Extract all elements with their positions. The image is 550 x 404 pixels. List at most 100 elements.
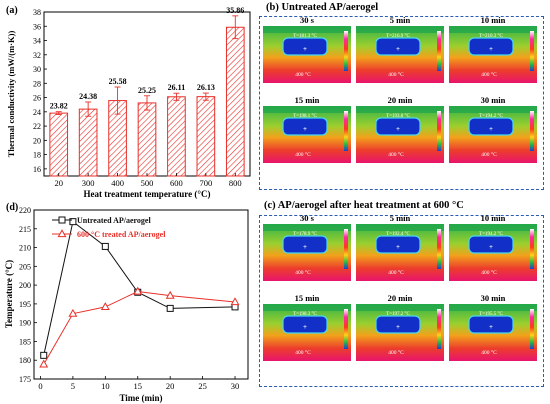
- thermal-tile: 10 min + T=194.2 °C 400 °C: [449, 213, 537, 281]
- y-tick-label: 220: [19, 206, 31, 215]
- color-scale-bar: [344, 229, 348, 269]
- panel-d-label: (d): [6, 202, 18, 213]
- y-tick-label: 34: [33, 37, 41, 46]
- plate-temperature-label: 400 °C: [481, 349, 497, 356]
- data-label: 25.58: [109, 77, 127, 86]
- color-scale-bar: [344, 309, 348, 349]
- color-scale-bar: [530, 229, 534, 269]
- data-label: 24.38: [79, 92, 97, 101]
- color-scale-bar: [437, 309, 441, 349]
- color-scale-bar: [530, 111, 534, 151]
- thermal-image-top: [356, 26, 444, 33]
- crosshair-icon: +: [396, 125, 400, 133]
- x-tick-label: 30: [231, 381, 240, 391]
- plate-temperature-label: 400 °C: [481, 151, 497, 158]
- x-tick-label: 600: [170, 178, 183, 188]
- y-tick-label: 24: [33, 108, 41, 117]
- x-tick-label: 800: [229, 178, 242, 188]
- thermal-tile: 5 min + T=216.9 °C 400 °C: [356, 15, 444, 83]
- temperature-readout: T=194.2 °C: [479, 114, 503, 119]
- thermal-tile: 15 min + T=198.3 °C 400 °C: [263, 293, 351, 361]
- panel-c-title: (c) AP/aerogel after heat treatment at 6…: [264, 200, 464, 211]
- x-tick-label: 5: [71, 381, 75, 391]
- time-label: 15 min: [295, 95, 320, 105]
- plate-temperature-label: 400 °C: [295, 269, 311, 276]
- y-tick-label: 32: [33, 51, 41, 60]
- time-label: 20 min: [388, 293, 413, 303]
- data-point: [133, 286, 143, 295]
- x-tick-label: 20: [54, 178, 63, 188]
- temperature-readout: T=210.3 °C: [479, 34, 503, 39]
- thermal-tile: 30 s + T=178.9 °C 400 °C: [263, 213, 351, 281]
- data-point: [68, 308, 78, 317]
- color-scale-bar: [344, 31, 348, 71]
- thermal-tile: 30 min + T=195.5 °C 400 °C: [449, 293, 537, 361]
- temperature-readout: T=197.2 °C: [386, 312, 410, 317]
- sample-crucible: [282, 117, 328, 136]
- thermal-image-top: [356, 106, 444, 113]
- crosshair-icon: +: [489, 323, 493, 331]
- temperature-readout: T=195.5 °C: [479, 312, 503, 317]
- x-tick-label: 20: [166, 381, 175, 391]
- thermal-image-top: [263, 224, 351, 231]
- y-tick-label: 210: [19, 244, 31, 253]
- data-point: [40, 351, 48, 359]
- sample-crucible: [282, 37, 328, 56]
- y-tick-label: 195: [19, 300, 31, 309]
- thermal-image-top: [449, 26, 537, 33]
- thermal-tile: 20 min + T=197.2 °C 400 °C: [356, 293, 444, 361]
- plate-temperature-label: 400 °C: [481, 269, 497, 276]
- temperature-readout: T=198.3 °C: [293, 312, 317, 317]
- plate-temperature-label: 400 °C: [388, 269, 404, 276]
- data-point: [69, 218, 77, 226]
- x-tick-label: 0: [38, 381, 42, 391]
- temperature-readout: T=194.2 °C: [479, 232, 503, 237]
- sample-crucible: [468, 37, 514, 56]
- data-point: [165, 290, 175, 299]
- thermal-conductivity-bar-chart: (a) 16 18 20 22 24 26 28 30 32 34 36 38 23.82 24.38 2…: [6, 5, 251, 199]
- temperature-readout: T=216.9 °C: [386, 34, 410, 39]
- temperature-readout: T=181.3 °C: [293, 34, 317, 39]
- time-label: 30 s: [300, 15, 315, 25]
- x-tick-label: 400: [111, 178, 124, 188]
- x-axis-title: Heat treatment temperature (°C): [84, 189, 211, 199]
- thermal-image-top: [263, 26, 351, 33]
- data-point: [100, 302, 110, 310]
- panel-b-title: (b) Untreated AP/aerogel: [266, 2, 379, 13]
- crosshair-icon: +: [396, 45, 400, 53]
- bar: [167, 96, 186, 177]
- time-label: 30 min: [481, 95, 506, 105]
- data-point: [57, 229, 67, 238]
- y-tick-label: 26: [33, 94, 41, 103]
- data-point: [230, 297, 240, 306]
- series-line: [43, 220, 236, 356]
- y-tick-label: 200: [19, 281, 31, 290]
- data-point: [58, 216, 66, 224]
- sample-crucible: [375, 117, 421, 136]
- y-tick-label: 175: [19, 375, 31, 384]
- y-tick-label: 36: [33, 22, 41, 31]
- thermal-tile: 5 min + T=192.4 °C 400 °C: [356, 213, 444, 281]
- crosshair-icon: +: [303, 243, 307, 251]
- time-label: 20 min: [388, 95, 413, 105]
- sample-crucible: [468, 117, 514, 136]
- thermal-image-top: [263, 106, 351, 113]
- data-label: 35.86: [226, 6, 244, 15]
- crosshair-icon: +: [303, 125, 307, 133]
- thermal-tile: 10 min + T=210.3 °C 400 °C: [449, 15, 537, 83]
- thermal-tile: 20 min + T=193.8 °C 400 °C: [356, 95, 444, 163]
- y-tick-label: 185: [19, 337, 31, 346]
- data-label: 23.82: [50, 102, 68, 111]
- time-label: 30 min: [481, 293, 506, 303]
- thermal-image-top: [263, 304, 351, 311]
- plate-temperature-label: 400 °C: [481, 71, 497, 78]
- data-label: 26.13: [197, 83, 215, 92]
- panel-c-frame: [259, 215, 544, 387]
- thermal-tile: 30 s + T=181.3 °C 400 °C: [263, 15, 351, 83]
- thermal-tile: 30 min + T=194.2 °C 400 °C: [449, 95, 537, 163]
- bar: [49, 112, 69, 177]
- y-tick-label: 205: [19, 262, 31, 271]
- data-point: [166, 304, 174, 312]
- bar: [225, 26, 245, 177]
- plate-temperature-label: 400 °C: [388, 71, 404, 78]
